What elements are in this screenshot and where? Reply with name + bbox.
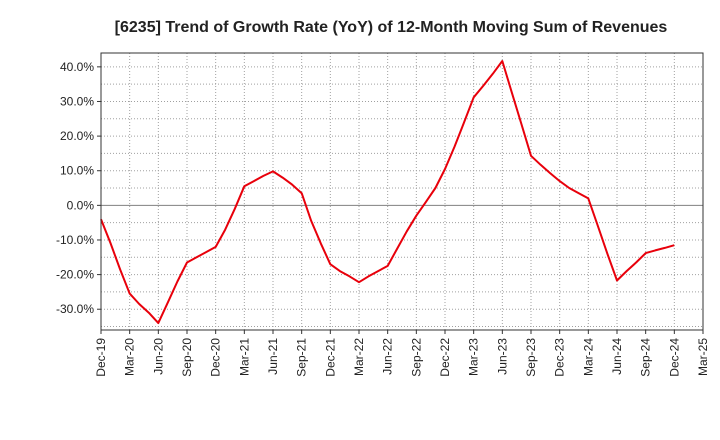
x-tick-label: Mar-24 <box>581 338 595 376</box>
x-tick-label: Mar-20 <box>123 338 137 376</box>
x-tick-label: Sep-22 <box>409 338 423 377</box>
x-tick-label: Sep-24 <box>639 338 653 377</box>
x-tick-label: Jun-23 <box>495 338 509 375</box>
x-tick-label: Sep-21 <box>295 338 309 377</box>
x-tick-label: Mar-21 <box>237 338 251 376</box>
x-tick-label: Mar-23 <box>467 338 481 376</box>
y-tick-label: 40.0% <box>60 60 94 74</box>
x-tick-label: Dec-20 <box>209 338 223 377</box>
y-tick-label: 10.0% <box>60 164 94 178</box>
x-tick-label: Jun-20 <box>151 338 165 375</box>
x-tick-label: Dec-21 <box>323 338 337 377</box>
x-tick-label: Mar-22 <box>352 338 366 376</box>
x-axis: Dec-19 Mar-20 Jun-20 Sep-20 Dec-20 Mar-21 Jun-… <box>94 330 710 377</box>
x-tick-label: Mar-25 <box>696 338 710 376</box>
x-tick-label: Dec-19 <box>94 338 108 377</box>
x-tick-label: Jun-22 <box>381 338 395 375</box>
x-tick-label: Jun-24 <box>610 338 624 375</box>
x-tick-label: Dec-22 <box>438 338 452 377</box>
x-tick-label: Dec-24 <box>667 338 681 377</box>
y-tick-label: 20.0% <box>60 129 94 143</box>
x-tick-label: Jun-21 <box>266 338 280 375</box>
x-tick-label: Sep-20 <box>180 338 194 377</box>
y-tick-label: 0.0% <box>67 198 95 212</box>
x-tick-label: Sep-23 <box>524 338 538 377</box>
y-tick-label: -30.0% <box>56 302 94 316</box>
series-line <box>100 60 675 325</box>
plot-frame <box>100 52 704 331</box>
x-tick-label: Dec-23 <box>553 338 567 377</box>
y-tick-label: -10.0% <box>56 233 94 247</box>
y-tick-label: 30.0% <box>60 94 94 108</box>
plot-area <box>101 53 703 330</box>
chart-title: [6235] Trend of Growth Rate (YoY) of 12-… <box>115 19 668 36</box>
y-axis: 40.0% 30.0% 20.0% 10.0% 0.0% -10.0% -20.0% -30.… <box>56 60 101 316</box>
y-tick-label: -20.0% <box>56 268 94 282</box>
